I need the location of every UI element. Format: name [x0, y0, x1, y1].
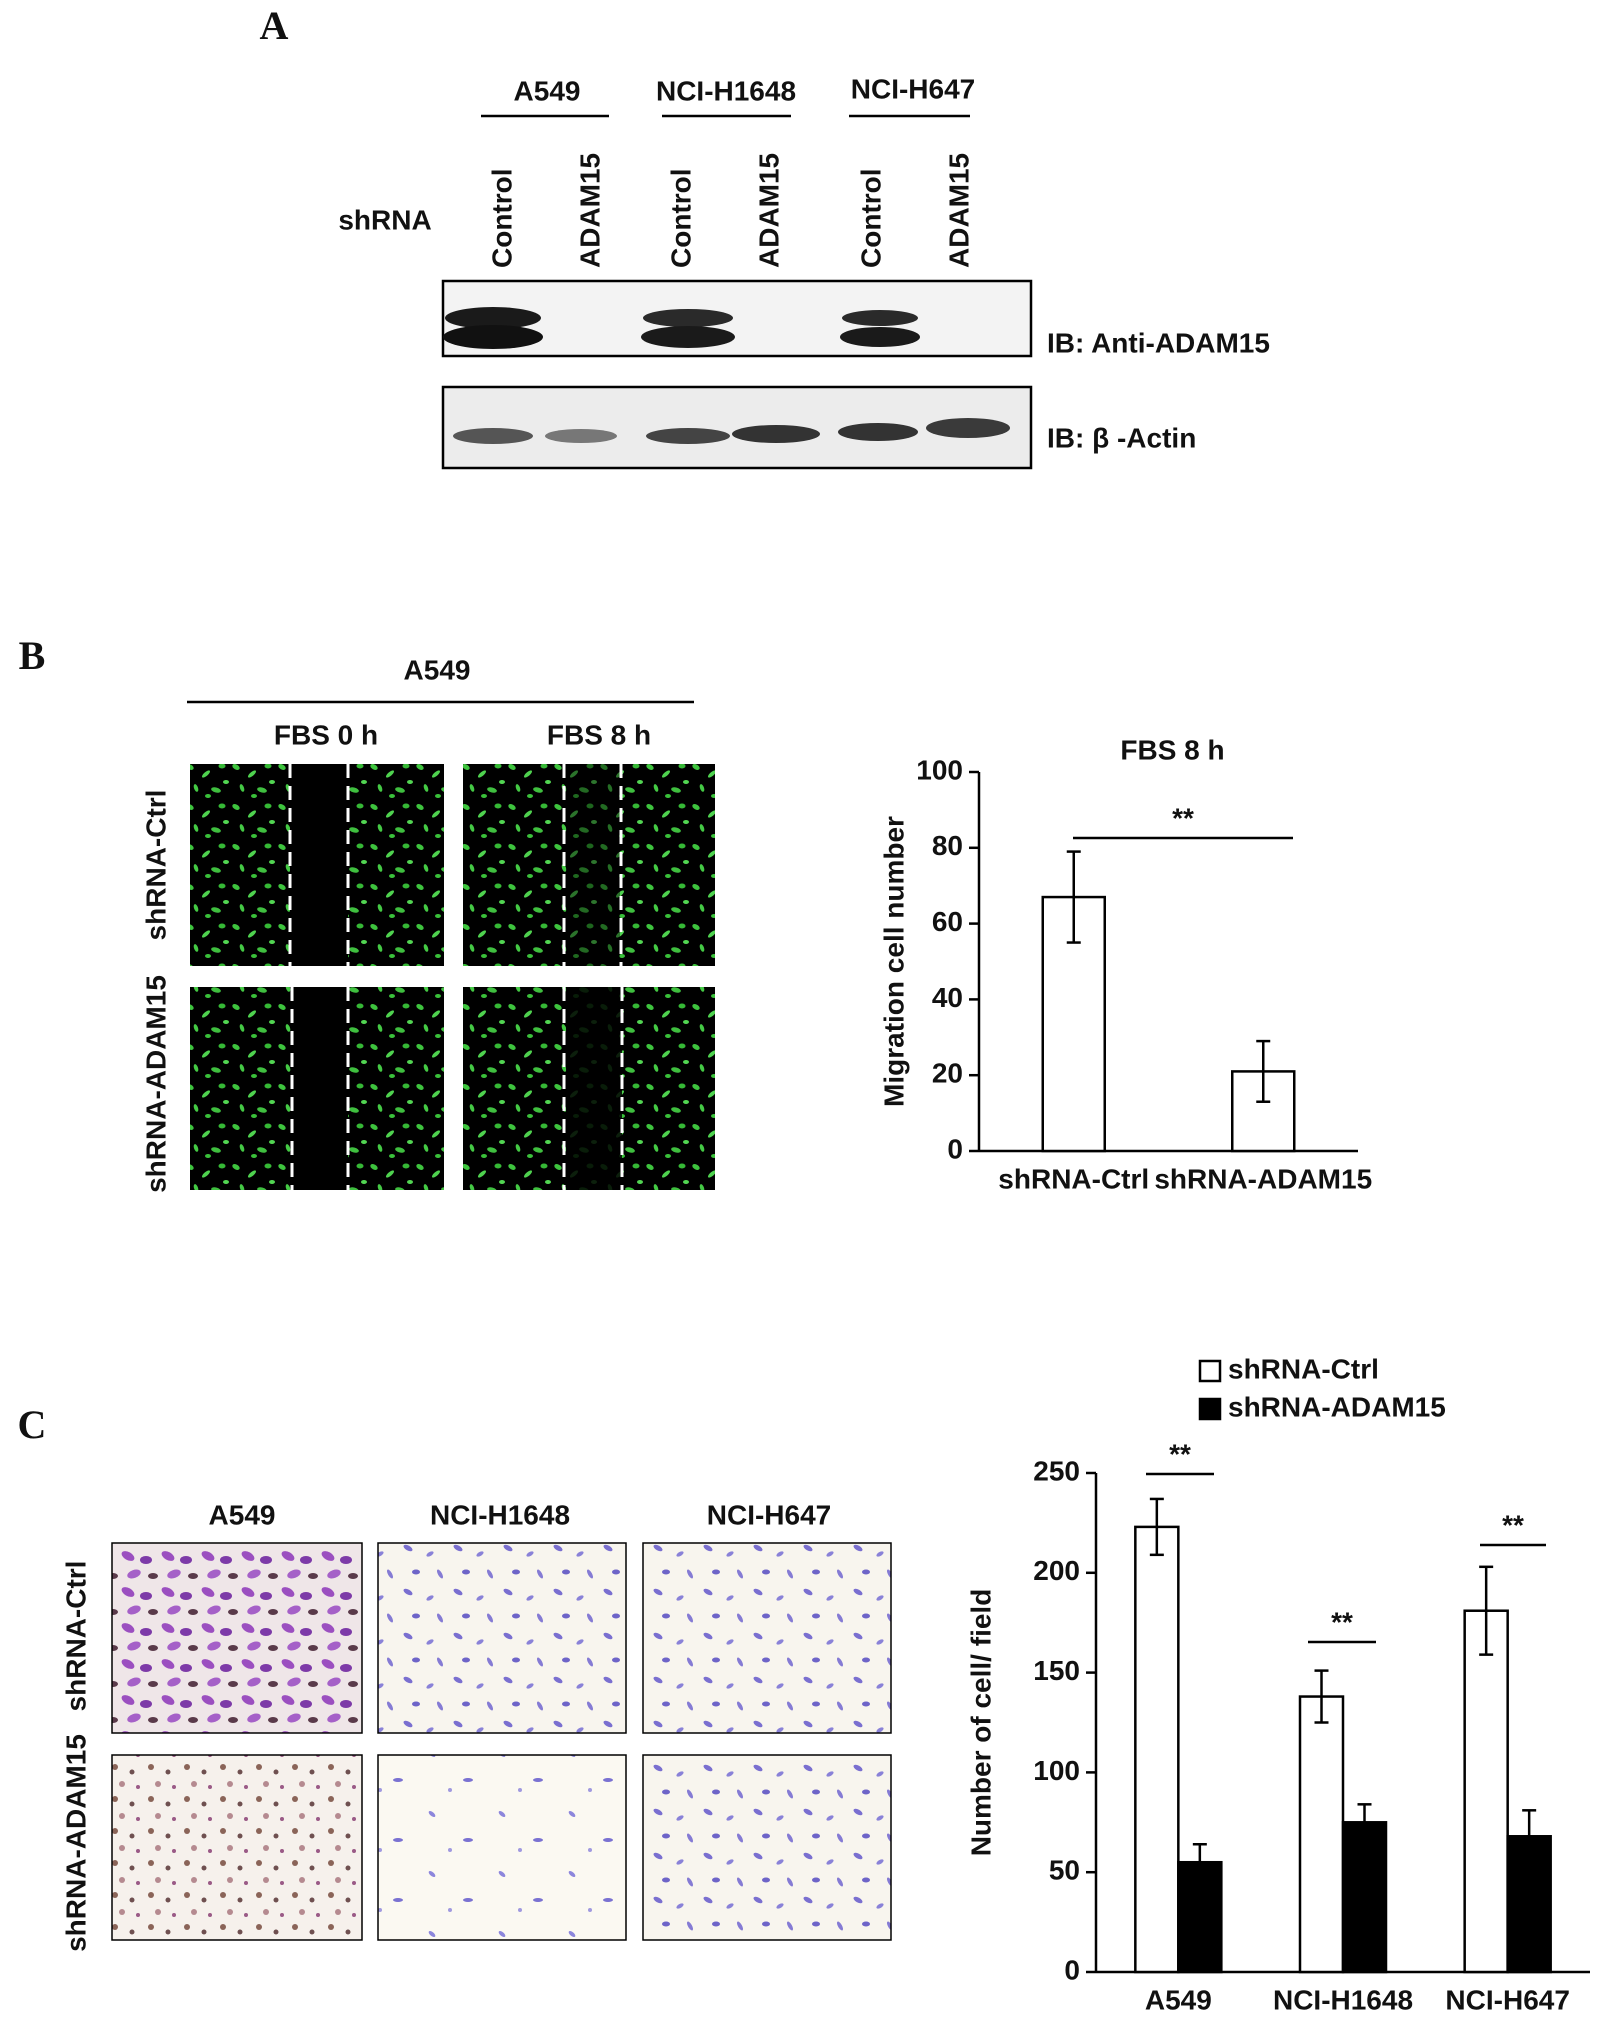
blot [441, 279, 1033, 358]
lane-label: ADAM15 [574, 153, 605, 268]
column-label: FBS 8 h [547, 719, 651, 750]
row-label: shRNA-Ctrl [140, 790, 171, 941]
error-bar [1066, 850, 1081, 944]
error-bar [1149, 1497, 1164, 1557]
legend-swatch [1198, 1359, 1222, 1383]
y-tick-label: 20 [932, 1058, 963, 1089]
micrograph [463, 764, 715, 966]
x-tick-label: NCI-H1648 [1273, 1984, 1413, 2015]
blot [441, 385, 1033, 470]
panel-label: C [18, 1402, 47, 1447]
column-label: NCI-H647 [707, 1499, 831, 1530]
legend-label: shRNA-ADAM15 [1228, 1391, 1446, 1422]
micrograph [463, 987, 715, 1190]
micrograph [642, 1542, 892, 1734]
bar [1298, 1695, 1345, 1974]
bar [1463, 1609, 1509, 1974]
row-label: shRNA-ADAM15 [140, 975, 171, 1193]
row-label: shRNA-Ctrl [60, 1561, 91, 1712]
bar [1341, 1821, 1388, 1974]
legend-swatch [1198, 1397, 1222, 1421]
bar [1134, 1525, 1180, 1974]
lane-label: Control [855, 168, 886, 268]
chart-title: FBS 8 h [1120, 734, 1224, 765]
y-tick-label: 250 [1033, 1455, 1080, 1486]
y-tick-label: 200 [1033, 1555, 1080, 1586]
cell-line: NCI-H1648 [656, 75, 796, 106]
x-tick-label: shRNA-Ctrl [998, 1163, 1149, 1194]
y-tick-label: 40 [932, 982, 963, 1013]
micrograph [190, 764, 444, 966]
y-tick-label: 50 [1049, 1855, 1080, 1886]
x-tick-label: NCI-H647 [1445, 1984, 1569, 2015]
lane-label: Control [665, 168, 696, 268]
panel-label: B [19, 633, 46, 678]
y-tick-label: 0 [1064, 1954, 1080, 1985]
micrograph [377, 1542, 627, 1734]
y-tick-label: 80 [932, 830, 963, 861]
row-label: shRNA [338, 204, 431, 235]
annotation: ** [1502, 1509, 1524, 1540]
y-tick-label: 0 [947, 1133, 963, 1164]
error-bar [1192, 1843, 1207, 1882]
cell-line: A549 [404, 654, 471, 685]
annotation: ** [1169, 1438, 1191, 1469]
error-bar [1256, 1039, 1271, 1103]
y-tick-label: 100 [1033, 1755, 1080, 1786]
lane-label: ADAM15 [943, 153, 974, 268]
column-label: FBS 0 h [274, 719, 378, 750]
y-tick-label: 150 [1033, 1655, 1080, 1686]
error-bar [1314, 1669, 1329, 1724]
column-label: NCI-H1648 [430, 1499, 570, 1530]
blot-label: IB: Anti-ADAM15 [1047, 327, 1270, 358]
error-bar [1522, 1809, 1537, 1864]
micrograph [642, 1754, 892, 1941]
y-axis-label: Migration cell number [878, 816, 909, 1107]
micrograph [377, 1754, 627, 1941]
cell-line: NCI-H647 [851, 73, 975, 104]
error-bar [1479, 1565, 1494, 1656]
panel-label: A [260, 3, 289, 48]
micrograph [190, 987, 444, 1190]
lane-label: Control [486, 168, 517, 268]
blot-label: IB: β -Actin [1047, 422, 1196, 453]
row-label: shRNA-ADAM15 [60, 1734, 91, 1952]
annotation: ** [1331, 1606, 1353, 1637]
annotation: ** [1172, 802, 1194, 833]
legend-label: shRNA-Ctrl [1228, 1353, 1379, 1384]
y-tick-label: 60 [932, 906, 963, 937]
micrograph [111, 1542, 363, 1734]
error-bar [1357, 1803, 1372, 1842]
cell-line: A549 [514, 75, 581, 106]
y-tick-label: 100 [916, 754, 963, 785]
lane-label: ADAM15 [753, 153, 784, 268]
column-label: A549 [209, 1499, 276, 1530]
y-axis-label: Number of cell/ field [965, 1589, 996, 1857]
x-tick-label: A549 [1145, 1984, 1212, 2015]
x-tick-label: shRNA-ADAM15 [1154, 1163, 1372, 1194]
micrograph [111, 1754, 363, 1941]
